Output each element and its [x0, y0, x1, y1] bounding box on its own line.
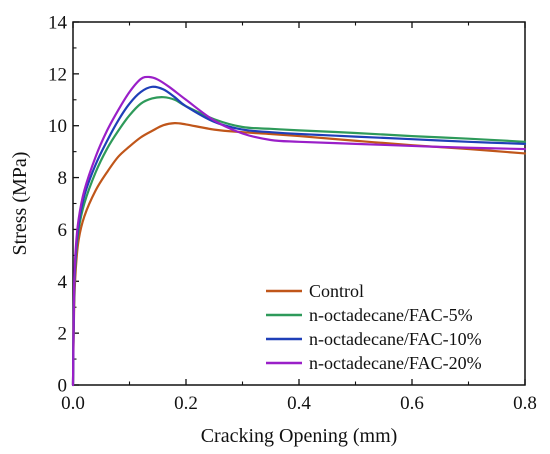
legend-label-2: n-octadecane/FAC-5% [309, 305, 473, 325]
x-tick-label: 0.2 [174, 393, 198, 414]
y-tick-label: 12 [48, 64, 67, 85]
y-tick-label: 8 [58, 168, 68, 189]
x-tick-label: 0.4 [287, 393, 311, 414]
x-tick-label: 0.6 [400, 393, 424, 414]
x-axis-label: Cracking Opening (mm) [201, 425, 398, 447]
y-tick-label: 2 [58, 324, 68, 345]
series-lines [71, 75, 527, 387]
x-tick-label: 0.0 [61, 393, 85, 414]
y-tick-label: 0 [58, 376, 68, 397]
legend-label-1: Control [309, 281, 364, 301]
series-line-1 [71, 121, 527, 387]
legend: Control n-octadecane/FAC-5% n-octadecane/F… [266, 281, 482, 373]
x-tick-label: 0.8 [513, 393, 537, 414]
y-axis-ticks: 0 2 4 6 8 10 12 14 [48, 13, 79, 397]
x-axis-ticks: 0.0 0.2 0.4 0.6 0.8 [61, 22, 537, 414]
y-tick-label: 14 [48, 13, 68, 34]
series-line-4 [71, 75, 527, 387]
legend-label-3: n-octadecane/FAC-10% [309, 329, 482, 349]
y-tick-label: 10 [48, 116, 67, 137]
legend-label-4: n-octadecane/FAC-20% [309, 353, 482, 373]
y-axis-label: Stress (MPa) [9, 152, 31, 256]
y-tick-label: 6 [58, 220, 68, 241]
y-tick-label: 4 [58, 272, 68, 293]
